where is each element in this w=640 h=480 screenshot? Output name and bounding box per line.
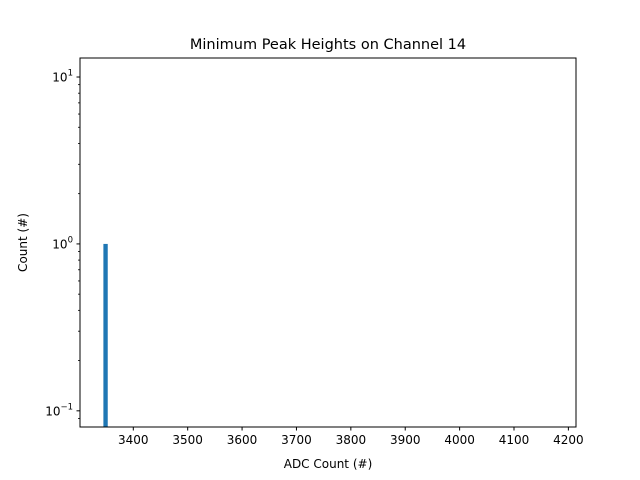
x-axis-ticks: 3400 3500 3600 3700 3800 3900 4000 4100 4200 [118,427,584,447]
y-tick-label: 10−1 [45,402,73,418]
plot-frame [79,57,577,428]
x-tick-label: 3400 [118,433,149,447]
y-tick-label: 100 [52,235,73,251]
x-tick-label: 3700 [281,433,312,447]
x-tick-label: 3900 [390,433,421,447]
y-axis-ticks: 10−1 100 101 [45,69,80,419]
x-tick-label: 4200 [553,433,584,447]
y-tick-label: 101 [52,69,73,85]
x-tick-label: 3500 [172,433,203,447]
histogram-bar [103,243,108,427]
chart-title: Minimum Peak Heights on Channel 14 [190,37,466,53]
y-axis-label: Count (#) [16,213,30,272]
x-tick-label: 4100 [499,433,530,447]
x-tick-label: 3800 [336,433,367,447]
x-tick-label: 3600 [227,433,258,447]
x-tick-label: 4000 [444,433,475,447]
bars-group [103,243,108,427]
x-axis-label: ADC Count (#) [284,457,373,471]
